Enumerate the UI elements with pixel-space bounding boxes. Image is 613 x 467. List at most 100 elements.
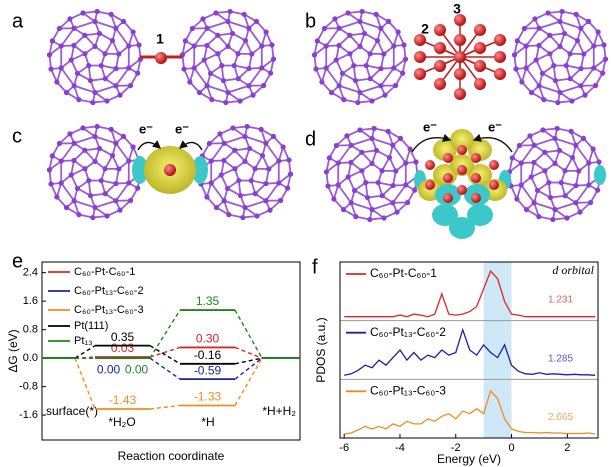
- bond: [538, 20, 561, 30]
- atom: [552, 160, 558, 167]
- atom: [545, 10, 551, 16]
- atom: [518, 160, 524, 166]
- atom: [557, 43, 563, 50]
- bond: [392, 184, 407, 204]
- atom: [580, 135, 587, 142]
- atom: [351, 187, 358, 194]
- atom: [536, 42, 542, 49]
- atom: [552, 77, 559, 84]
- atom: [390, 182, 396, 189]
- bond: [73, 20, 96, 30]
- atom: [98, 177, 104, 184]
- atom: [528, 174, 534, 180]
- atom: [220, 77, 227, 84]
- pt-atom: [434, 24, 446, 36]
- bond: [533, 201, 556, 211]
- atom: [58, 65, 64, 71]
- pt-atom: [454, 51, 466, 63]
- atom: [263, 198, 269, 204]
- pt-atom: [454, 68, 466, 80]
- pt-atom: [474, 24, 486, 36]
- pt-atom: [457, 165, 467, 175]
- atom: [56, 25, 63, 32]
- bond: [380, 67, 395, 87]
- bond: [559, 20, 582, 30]
- atom: [235, 51, 241, 57]
- transfer-arrow: [411, 133, 452, 153]
- bond: [265, 182, 280, 202]
- category-label: surface(*): [46, 404, 98, 418]
- atom: [336, 42, 342, 49]
- value-label: -1.43: [109, 393, 137, 407]
- molecules: [46, 8, 609, 239]
- atom: [232, 147, 238, 153]
- atom: [276, 158, 282, 164]
- series-annotation: 1.285: [548, 353, 573, 364]
- atom: [542, 168, 548, 174]
- connector: [234, 357, 263, 406]
- atom: [321, 25, 328, 32]
- x-tick-label: -6: [339, 442, 349, 454]
- atom: [550, 216, 556, 223]
- category-label: *H₂O: [108, 415, 135, 429]
- atom: [578, 65, 584, 72]
- atom: [355, 99, 361, 106]
- atom: [562, 193, 568, 199]
- atom: [54, 194, 60, 200]
- bond: [73, 84, 96, 94]
- atom: [357, 89, 363, 96]
- atom: [359, 168, 365, 174]
- value-label: 0.03: [111, 341, 135, 355]
- atom: [246, 83, 252, 89]
- atom: [71, 25, 77, 31]
- atom: [514, 196, 520, 202]
- bond: [580, 67, 595, 87]
- atom: [403, 182, 409, 188]
- category-label: *H+H₂: [262, 404, 296, 418]
- atom: [246, 25, 252, 31]
- pt-atom: [494, 68, 506, 80]
- atom: [353, 214, 359, 220]
- atom: [250, 92, 256, 98]
- atom: [92, 18, 98, 25]
- atom: [391, 43, 397, 49]
- atom: [363, 62, 369, 69]
- atom: [90, 99, 96, 106]
- bond: [338, 20, 361, 30]
- transfer-arrow: [472, 133, 513, 153]
- atom: [76, 97, 82, 103]
- atom: [573, 142, 579, 148]
- atom: [227, 8, 233, 15]
- atom: [516, 142, 523, 149]
- atom: [547, 194, 554, 201]
- panel-label: e: [12, 250, 23, 272]
- atom: [231, 62, 237, 69]
- bond: [94, 20, 117, 30]
- atom: [246, 145, 253, 152]
- x-axis-label: Reaction coordinate: [118, 449, 225, 463]
- atom: [63, 89, 70, 96]
- annotation: d orbital: [552, 263, 594, 277]
- bond: [227, 84, 250, 94]
- atom: [547, 51, 553, 57]
- bond: [380, 27, 395, 47]
- atom: [242, 204, 248, 211]
- atom: [225, 89, 231, 96]
- atom: [248, 177, 254, 184]
- atom: [359, 8, 365, 15]
- connector: [149, 345, 181, 365]
- atom-label: 2: [421, 21, 429, 37]
- atom: [533, 57, 539, 63]
- atom: [49, 38, 55, 44]
- atom: [519, 79, 525, 85]
- atom: [263, 140, 269, 146]
- bond: [575, 144, 590, 164]
- atom: [600, 70, 606, 76]
- atom: [345, 10, 351, 16]
- connector: [149, 357, 181, 380]
- atom: [218, 172, 224, 178]
- atom: [336, 83, 342, 89]
- x-tick-label: 2: [564, 442, 570, 454]
- atom: [58, 158, 64, 164]
